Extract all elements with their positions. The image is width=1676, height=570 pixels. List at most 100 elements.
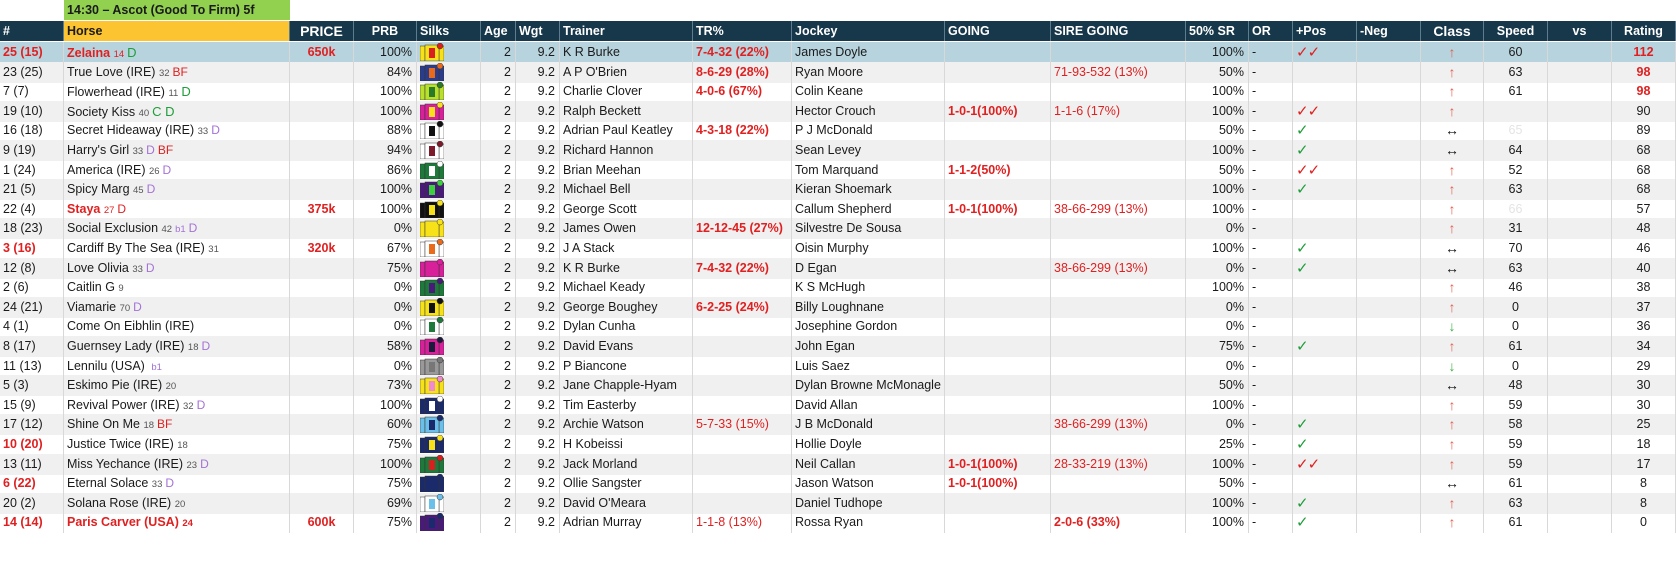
header-vs[interactable]: vs	[1548, 21, 1612, 41]
table-row[interactable]: 18 (23) Social Exclusion 42 b1 D 0% 2 9.2 Jame…	[0, 218, 1676, 240]
weight-cell: 9.2	[516, 355, 560, 377]
header-age[interactable]: Age	[481, 21, 516, 41]
sr50-cell: 0%	[1186, 414, 1249, 436]
jockey-cell: Daniel Tudhope	[792, 492, 945, 514]
horse-name-cell[interactable]: Eskimo Pie (IRE) 20	[64, 375, 290, 397]
price-cell	[290, 355, 354, 377]
header-going[interactable]: GOING	[945, 21, 1051, 41]
header-wgt[interactable]: Wgt	[516, 21, 560, 41]
speed-cell: 63	[1484, 61, 1548, 83]
header-prb[interactable]: PRB	[354, 21, 417, 41]
cloth-draw-cell: 8 (17)	[0, 336, 64, 357]
table-row[interactable]: 19 (10) Society Kiss 40 C D 100% 2 9.2 Ralph …	[0, 100, 1676, 122]
horse-name-cell[interactable]: Paris Carver (USA) 24	[64, 512, 290, 534]
table-row[interactable]: 24 (21) Viamarie 70 D 0% 2 9.2 George Boughey…	[0, 296, 1676, 318]
speed-cell: 65	[1484, 120, 1548, 142]
horse-name-cell[interactable]: Flowerhead (IRE) 11 D	[64, 81, 290, 103]
table-row[interactable]: 5 (3) Eskimo Pie (IRE) 20 73% 2 9.2 Jane Cha…	[0, 375, 1676, 397]
header-tr-pct[interactable]: TR%	[693, 21, 792, 41]
or-cell: -	[1249, 296, 1293, 318]
silks-icon	[417, 179, 481, 201]
horse-name-cell[interactable]: Miss Yechance (IRE) 23 D	[64, 453, 290, 475]
table-row[interactable]: 21 (5) Spicy Marg 45 D 100% 2 9.2 Michael Bel…	[0, 179, 1676, 201]
pos-ticks-icon: ✓	[1293, 512, 1357, 534]
class-up-arrow-icon: ↑	[1421, 179, 1484, 201]
table-row[interactable]: 6 (22) Eternal Solace 33 D 75% 2 9.2 Ollie Sa…	[0, 473, 1676, 495]
table-row[interactable]: 12 (8) Love Olivia 33 D 75% 2 9.2 K R Burke 7-…	[0, 257, 1676, 279]
horse-name-cell[interactable]: Social Exclusion 42 b1 D	[64, 218, 290, 240]
sr50-cell: 100%	[1186, 512, 1249, 534]
horse-name-cell[interactable]: Viamarie 70 D	[64, 296, 290, 318]
pos-ticks-icon	[1293, 473, 1357, 495]
horse-name-cell[interactable]: Secret Hideaway (IRE) 33 D	[64, 120, 290, 142]
table-row[interactable]: 25 (15) Zelaina 14 D 650k 100% 2 9.2 K R Burke…	[0, 42, 1676, 63]
weight-cell: 9.2	[516, 434, 560, 455]
header-neg[interactable]: -Neg	[1357, 21, 1421, 41]
header-sire-going[interactable]: SIRE GOING	[1051, 21, 1186, 41]
header-rating[interactable]: Rating	[1612, 21, 1676, 41]
header-horse[interactable]: Horse	[64, 21, 290, 41]
table-row[interactable]: 9 (19) Harry's Girl 33 D BF 94% 2 9.2 Richard …	[0, 140, 1676, 161]
race-title[interactable]: 14:30 – Ascot (Good To Firm) 5f	[64, 0, 290, 20]
jockey-cell: J B McDonald	[792, 414, 945, 436]
horse-name-cell[interactable]: Revival Power (IRE) 32 D	[64, 394, 290, 416]
header-silks[interactable]: Silks	[417, 21, 481, 41]
table-row[interactable]: 22 (4) Staya 27 D 375k 100% 2 9.2 George Scott…	[0, 198, 1676, 220]
horse-name-cell[interactable]: Come On Eibhlin (IRE)	[64, 316, 290, 338]
horse-name-cell[interactable]: Eternal Solace 33 D	[64, 473, 290, 495]
table-row[interactable]: 10 (20) Justice Twice (IRE) 18 75% 2 9.2 H K…	[0, 434, 1676, 455]
horse-name-cell[interactable]: Caitlin G 9	[64, 277, 290, 299]
table-row[interactable]: 8 (17) Guernsey Lady (IRE) 18 D 58% 2 9.2 Dav…	[0, 336, 1676, 357]
table-row[interactable]: 2 (6) Caitlin G 9 0% 2 9.2 Michael Keady K S …	[0, 277, 1676, 299]
speed-cell: 31	[1484, 218, 1548, 240]
header-or[interactable]: OR	[1249, 21, 1293, 41]
table-row[interactable]: 15 (9) Revival Power (IRE) 32 D 100% 2 9.2 Ti…	[0, 394, 1676, 416]
table-row[interactable]: 3 (16) Cardiff By The Sea (IRE) 31 320k 67%…	[0, 238, 1676, 259]
header-trainer[interactable]: Trainer	[560, 21, 693, 41]
header-jockey[interactable]: Jockey	[792, 21, 945, 41]
table-row[interactable]: 17 (12) Shine On Me 18 BF 60% 2 9.2 Archie Wa…	[0, 414, 1676, 436]
horse-name-cell[interactable]: Society Kiss 40 C D	[64, 100, 290, 122]
horse-name-cell[interactable]: Guernsey Lady (IRE) 18 D	[64, 336, 290, 357]
neg-cell	[1357, 375, 1421, 397]
age-cell: 2	[481, 159, 516, 181]
header-sr50[interactable]: 50% SR	[1186, 21, 1249, 41]
horse-name-cell[interactable]: Shine On Me 18 BF	[64, 414, 290, 436]
header-num[interactable]: #	[0, 21, 64, 41]
table-row[interactable]: 14 (14) Paris Carver (USA) 24 600k 75% 2 9.2…	[0, 512, 1676, 534]
table-row[interactable]: 7 (7) Flowerhead (IRE) 11 D 100% 2 9.2 Charli…	[0, 81, 1676, 103]
table-row[interactable]: 4 (1) Come On Eibhlin (IRE) 0% 2 9.2 Dylan …	[0, 316, 1676, 338]
horse-name-cell[interactable]: True Love (IRE) 32 BF	[64, 61, 290, 83]
rating-cell: 46	[1612, 238, 1676, 259]
horse-name-cell[interactable]: Harry's Girl 33 D BF	[64, 140, 290, 161]
or-cell: -	[1249, 492, 1293, 514]
horse-name-cell[interactable]: Solana Rose (IRE) 20	[64, 492, 290, 514]
weight-cell: 9.2	[516, 198, 560, 220]
horse-name-cell[interactable]: Spicy Marg 45 D	[64, 179, 290, 201]
horse-name-cell[interactable]: Justice Twice (IRE) 18	[64, 434, 290, 455]
horse-name-cell[interactable]: Love Olivia 33 D	[64, 257, 290, 279]
table-row[interactable]: 20 (2) Solana Rose (IRE) 20 69% 2 9.2 David …	[0, 492, 1676, 514]
rating-cell: 8	[1612, 473, 1676, 495]
table-row[interactable]: 11 (13) Lennilu (USA) b1 0% 2 9.2 P Biancone…	[0, 355, 1676, 377]
header-price[interactable]: PRICE	[290, 21, 354, 41]
horse-name-cell[interactable]: Zelaina 14 D	[64, 42, 290, 63]
header-class[interactable]: Class	[1421, 21, 1484, 41]
neg-cell	[1357, 257, 1421, 279]
horse-name-cell[interactable]: America (IRE) 26 D	[64, 159, 290, 181]
horse-name-cell[interactable]: Lennilu (USA) b1	[64, 355, 290, 377]
table-row[interactable]: 13 (11) Miss Yechance (IRE) 23 D 100% 2 9.2 J…	[0, 453, 1676, 475]
header-speed[interactable]: Speed	[1484, 21, 1548, 41]
price-cell	[290, 159, 354, 181]
table-row[interactable]: 23 (25) True Love (IRE) 32 BF 84% 2 9.2 A P O…	[0, 61, 1676, 83]
table-row[interactable]: 16 (18) Secret Hideaway (IRE) 33 D 88% 2 9.2…	[0, 120, 1676, 142]
header-pos[interactable]: +Pos	[1293, 21, 1357, 41]
horse-name-cell[interactable]: Staya 27 D	[64, 198, 290, 220]
age-cell: 2	[481, 238, 516, 259]
trainer-cell: James Owen	[560, 218, 693, 240]
table-row[interactable]: 1 (24) America (IRE) 26 D 86% 2 9.2 Brian Mee…	[0, 159, 1676, 181]
cloth-draw-cell: 7 (7)	[0, 81, 64, 103]
horse-name-cell[interactable]: Cardiff By The Sea (IRE) 31	[64, 238, 290, 259]
vs-cell	[1548, 238, 1612, 259]
silks-icon	[417, 492, 481, 514]
